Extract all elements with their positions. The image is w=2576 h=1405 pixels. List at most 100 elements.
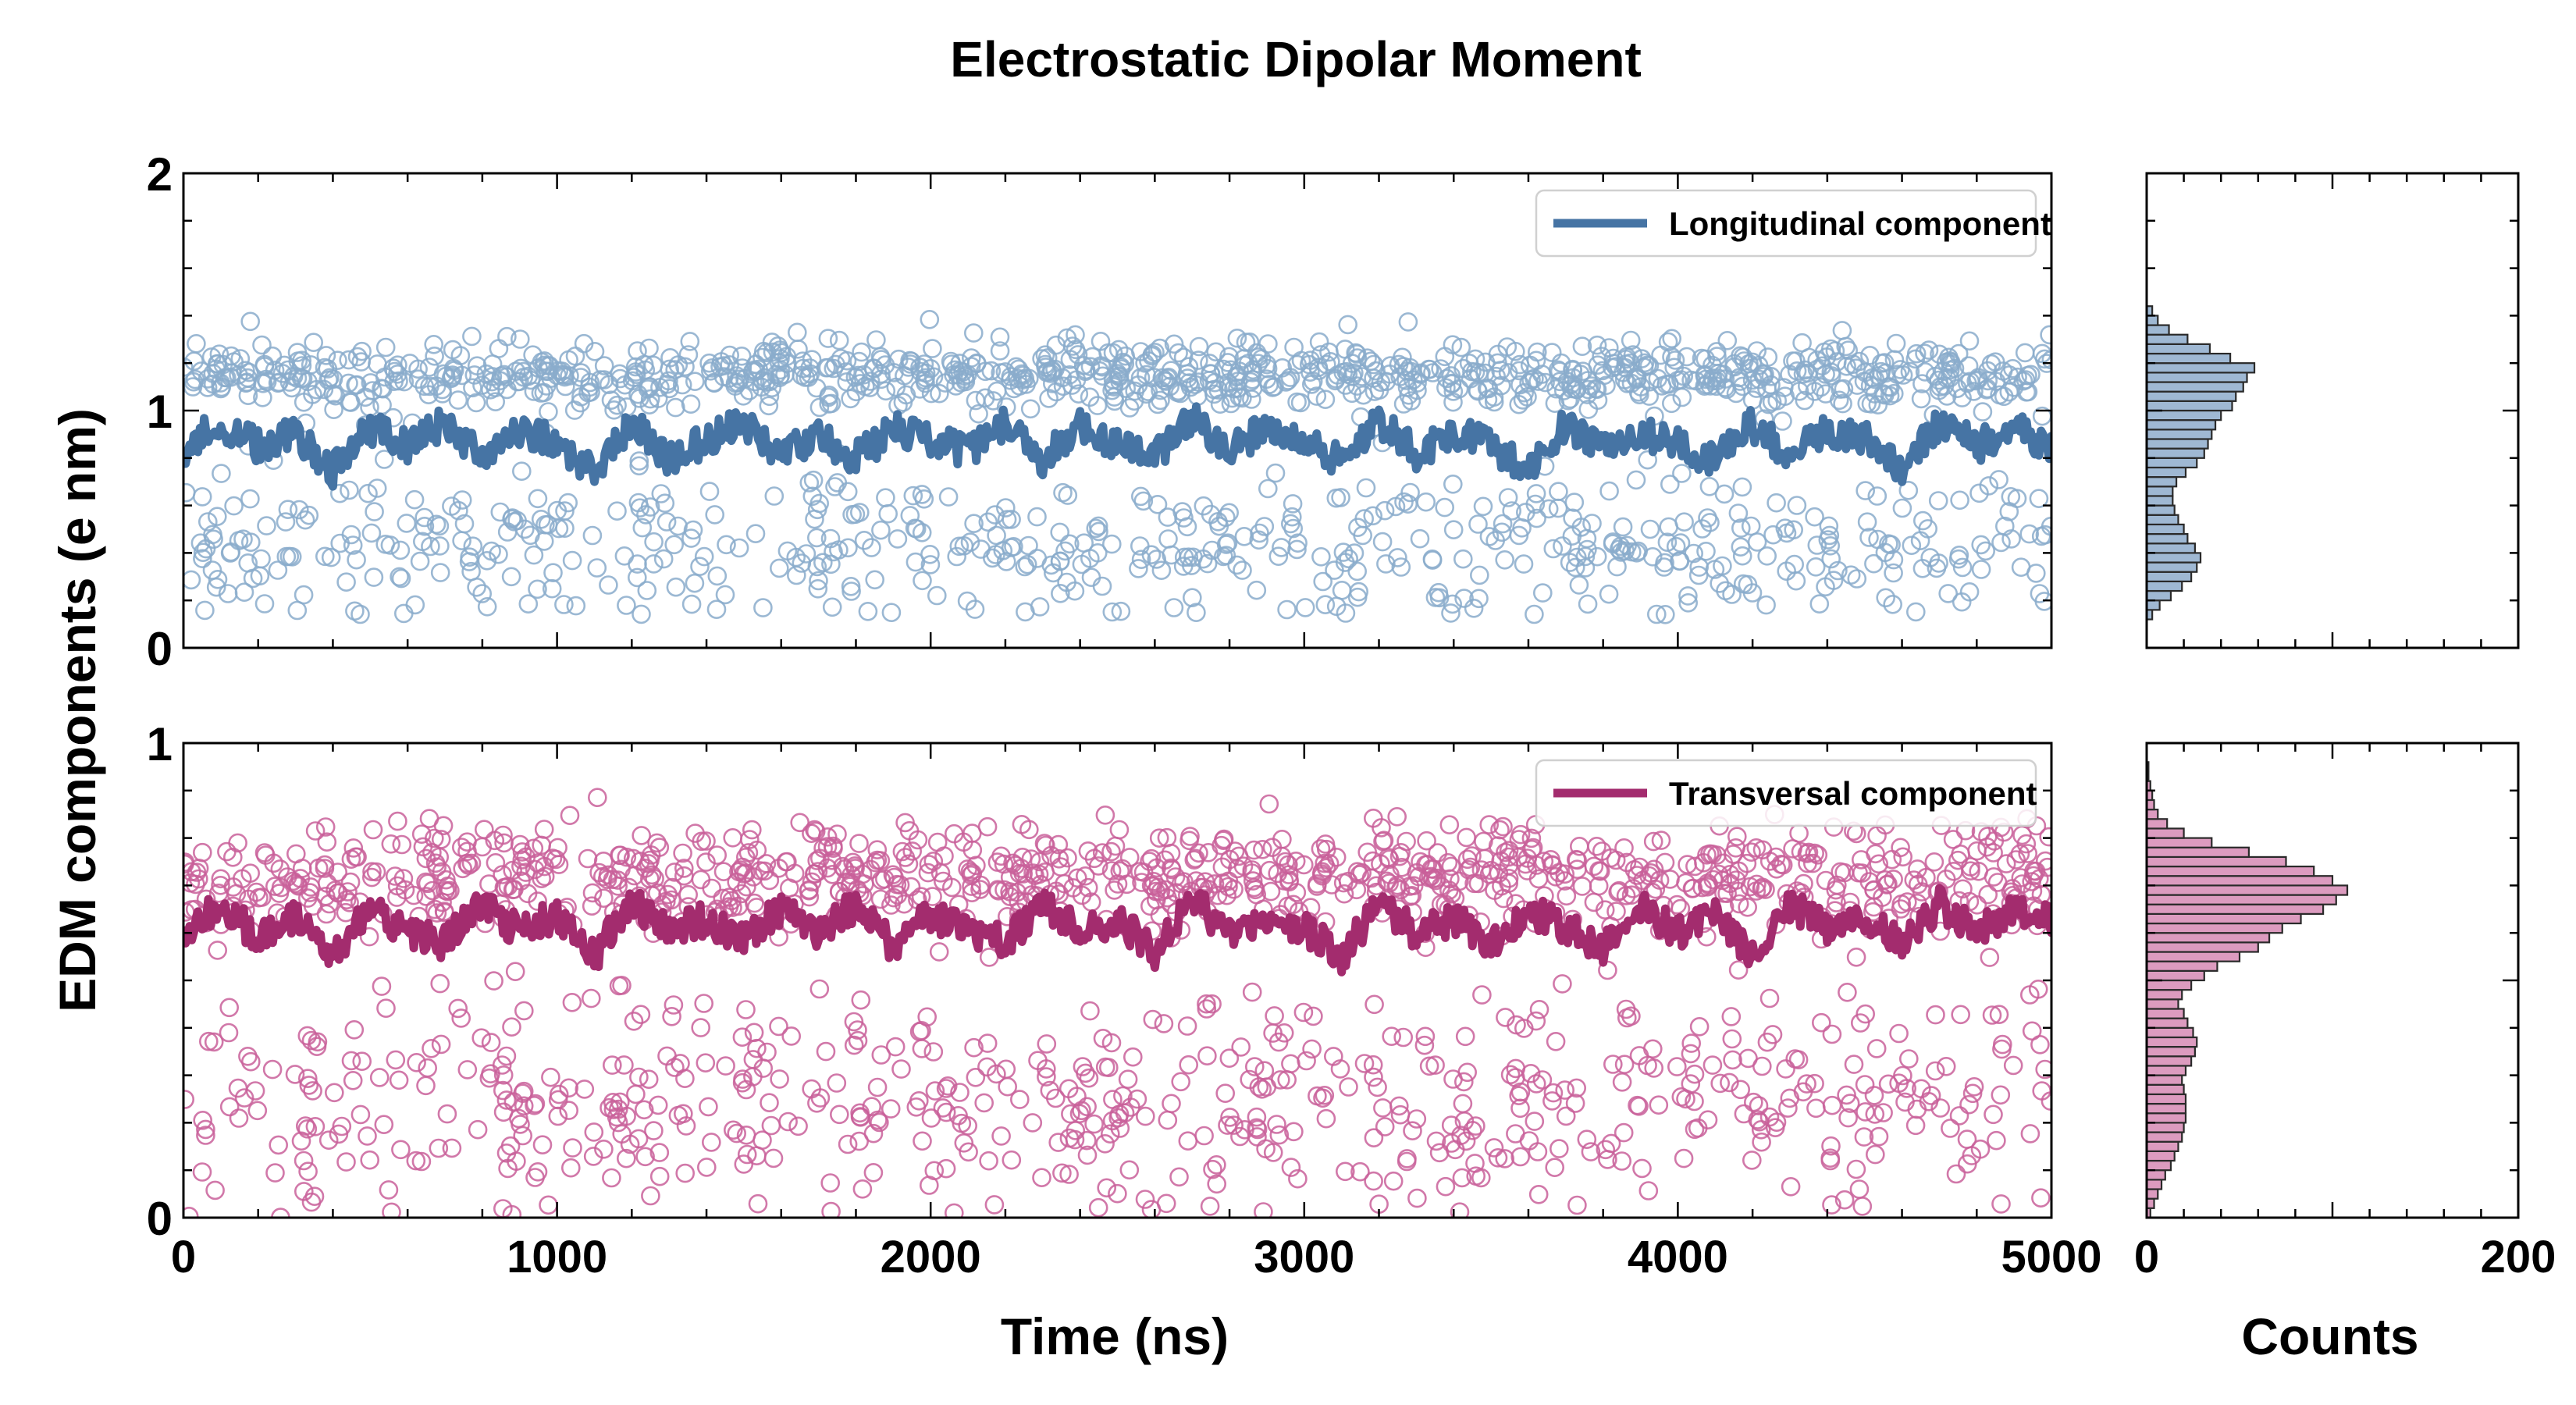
sample-point bbox=[2020, 1124, 2041, 1144]
sample-point bbox=[1380, 356, 1400, 375]
sample-point bbox=[1194, 496, 1214, 516]
sample-point bbox=[1742, 583, 1763, 603]
sample-point bbox=[430, 563, 450, 582]
sample-point bbox=[1478, 379, 1499, 399]
sample-point bbox=[1202, 994, 1222, 1014]
sample-point bbox=[1466, 1116, 1485, 1136]
sample-point bbox=[844, 1012, 864, 1032]
sample-point bbox=[430, 973, 450, 994]
sample-point bbox=[430, 536, 450, 556]
sample-point bbox=[347, 847, 367, 867]
sample-point bbox=[616, 1148, 636, 1168]
sample-point bbox=[950, 354, 970, 373]
sample-point bbox=[649, 1143, 670, 1162]
sample-point bbox=[1428, 843, 1448, 863]
sample-point bbox=[1030, 852, 1050, 872]
sample-point bbox=[632, 826, 652, 845]
sample-point bbox=[397, 514, 417, 533]
sample-point bbox=[301, 355, 321, 375]
sample-point bbox=[930, 383, 949, 404]
sample-point bbox=[240, 311, 261, 332]
sample-point bbox=[1445, 1140, 1465, 1160]
sample-point bbox=[2031, 1188, 2051, 1208]
sample-point bbox=[505, 962, 525, 981]
sample-point bbox=[635, 859, 656, 878]
sample-point bbox=[1162, 1094, 1181, 1114]
sample-point bbox=[696, 852, 716, 872]
sample-point bbox=[1234, 526, 1254, 546]
sample-point bbox=[655, 493, 675, 514]
legend-label: Transversal component bbox=[1669, 775, 2037, 812]
sample-point bbox=[211, 379, 231, 399]
sample-point bbox=[236, 361, 255, 381]
sample-point bbox=[1020, 399, 1041, 419]
sample-point bbox=[1043, 374, 1062, 393]
sample-point bbox=[1252, 1080, 1272, 1099]
sample-point bbox=[913, 571, 932, 591]
histogram-bar bbox=[2145, 951, 2241, 962]
sample-point bbox=[493, 1080, 513, 1101]
sample-point bbox=[1589, 861, 1609, 880]
sample-point bbox=[875, 355, 895, 375]
sample-point bbox=[1102, 1111, 1123, 1131]
sample-point bbox=[902, 841, 922, 861]
sample-point bbox=[921, 1108, 941, 1128]
sample-point bbox=[705, 505, 725, 525]
sample-point bbox=[1741, 516, 1761, 536]
sample-point bbox=[662, 1007, 681, 1026]
sample-point bbox=[1200, 354, 1219, 373]
sample-point bbox=[1247, 1118, 1266, 1138]
sample-point bbox=[1233, 388, 1252, 408]
sample-point bbox=[1578, 379, 1599, 400]
sample-point bbox=[1336, 375, 1355, 395]
sample-point bbox=[1516, 854, 1535, 874]
sample-point bbox=[1906, 602, 1926, 622]
sample-point bbox=[352, 341, 372, 361]
sample-point bbox=[842, 504, 862, 525]
sample-point bbox=[1202, 540, 1222, 560]
sample-point bbox=[1284, 337, 1304, 357]
sample-point bbox=[1962, 1083, 1983, 1104]
sample-point bbox=[548, 838, 568, 858]
sample-point bbox=[532, 352, 552, 372]
sample-point bbox=[1805, 843, 1824, 863]
sample-point bbox=[1023, 863, 1043, 883]
sample-point bbox=[1220, 1108, 1240, 1127]
sample-point bbox=[820, 1173, 840, 1193]
sample-point bbox=[1587, 837, 1606, 856]
sample-point bbox=[1050, 551, 1070, 571]
sample-point bbox=[1052, 1163, 1072, 1183]
sample-point bbox=[1154, 1014, 1174, 1033]
sample-point bbox=[1272, 846, 1292, 866]
sample-point bbox=[1263, 1143, 1283, 1162]
sample-point bbox=[1662, 329, 1681, 349]
sample-point bbox=[642, 865, 662, 885]
sample-point bbox=[534, 382, 554, 403]
sample-point bbox=[549, 1084, 569, 1104]
sample-point bbox=[819, 385, 839, 405]
sample-point bbox=[1710, 1073, 1730, 1094]
histogram-bar bbox=[2145, 552, 2202, 564]
sample-point bbox=[360, 1150, 380, 1170]
sample-point bbox=[1632, 1158, 1652, 1179]
sample-point bbox=[713, 356, 734, 375]
sample-point bbox=[770, 368, 790, 388]
sample-point bbox=[1867, 486, 1888, 506]
sample-point bbox=[448, 390, 468, 410]
sample-point bbox=[427, 903, 447, 923]
sample-point bbox=[1752, 1056, 1772, 1076]
sample-point bbox=[1463, 1121, 1482, 1140]
sample-point bbox=[924, 1161, 945, 1181]
sample-point bbox=[1660, 475, 1680, 494]
sample-point bbox=[906, 552, 926, 572]
sample-point bbox=[1002, 510, 1021, 529]
sample-point bbox=[1528, 1185, 1549, 1204]
sample-point bbox=[352, 1051, 372, 1071]
sample-point bbox=[1838, 340, 1858, 361]
sample-point bbox=[1459, 860, 1478, 880]
sample-point bbox=[691, 1018, 711, 1037]
sample-point bbox=[343, 838, 364, 858]
sample-point bbox=[1469, 589, 1489, 609]
sample-point bbox=[1629, 1097, 1649, 1116]
